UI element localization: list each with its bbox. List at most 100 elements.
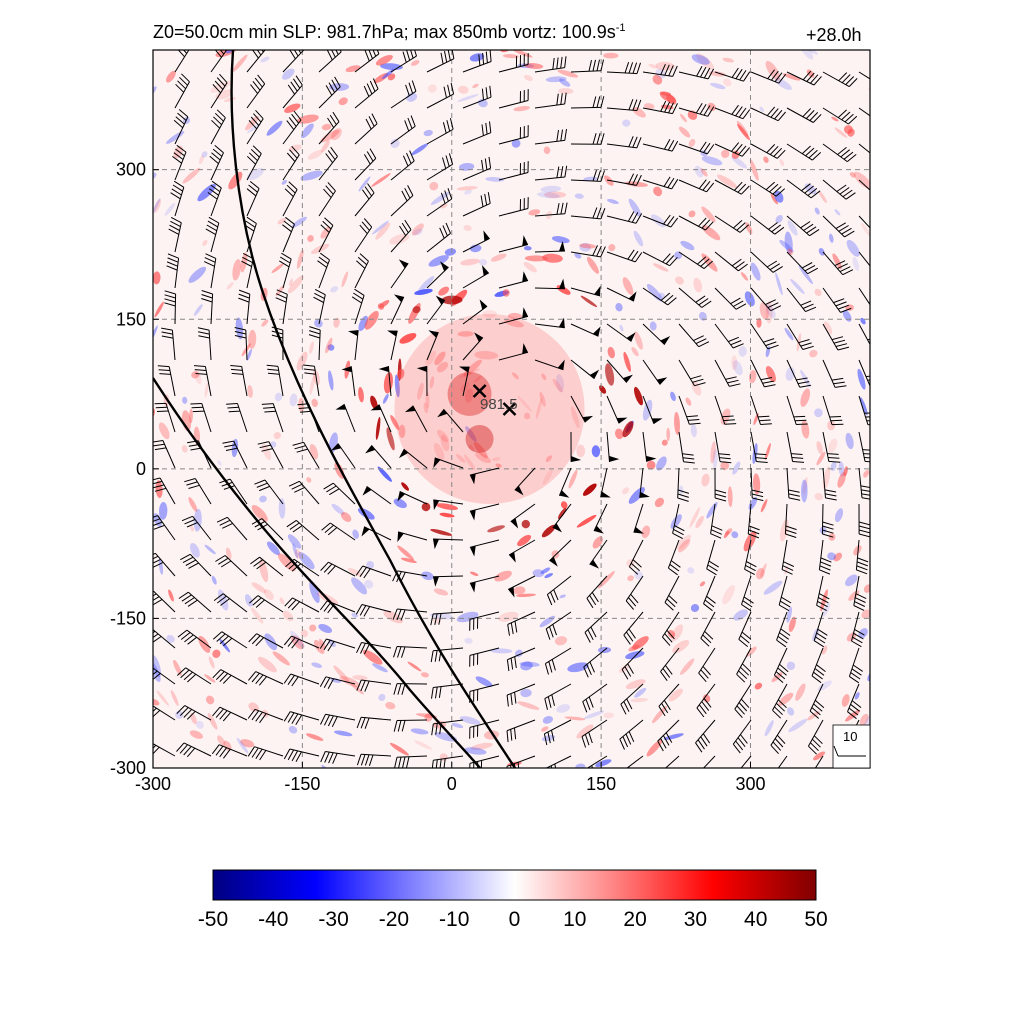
barb-feather: [808, 745, 817, 755]
barb-shaft: [326, 638, 356, 649]
barb-feather: [401, 190, 408, 202]
barb-feather: [355, 604, 363, 615]
wind-barb: [786, 70, 822, 86]
barb-feather: [439, 227, 445, 239]
wind-barb: [354, 50, 380, 73]
barb-feather: [218, 557, 229, 565]
barb-feather: [170, 216, 182, 224]
barb-feather: [320, 714, 326, 725]
barb-shaft: [354, 158, 377, 181]
vorticity-blob: [615, 302, 623, 312]
wind-barb: [678, 141, 715, 155]
barb-feather: [291, 113, 299, 124]
barb-shaft: [174, 258, 180, 289]
wind-barb: [212, 706, 248, 722]
vorticity-blob: [774, 78, 792, 91]
wind-barb: [288, 480, 320, 505]
wind-barb: [161, 327, 176, 361]
vorticity-blob: [861, 609, 870, 619]
wind-barb: [393, 683, 428, 695]
barb-pennant: [458, 366, 470, 373]
barb-shaft: [606, 251, 636, 263]
barb-shaft: [153, 590, 176, 613]
barb-shaft: [188, 591, 212, 613]
vorticity-blob: [628, 198, 642, 218]
barb-feather: [551, 659, 556, 671]
vorticity-blob: [439, 512, 455, 518]
vorticity-blob: [827, 552, 836, 561]
barb-feather: [632, 136, 638, 148]
vorticity-blob: [631, 346, 639, 357]
barb-feather: [543, 733, 548, 746]
vorticity-blob: [632, 636, 649, 650]
barb-shaft: [534, 176, 565, 181]
barb-shaft: [642, 287, 669, 306]
barb-feather: [813, 735, 823, 745]
barb-feather: [700, 258, 710, 267]
vorticity-blob: [156, 690, 170, 706]
wind-barb: [589, 539, 608, 569]
vorticity-blob: [814, 408, 823, 418]
vorticity-blob: [744, 291, 755, 307]
barb-feather: [669, 256, 678, 267]
barb-feather: [290, 81, 298, 92]
barb-shaft: [620, 683, 644, 705]
wind-barb: [822, 71, 858, 88]
barb-shaft: [534, 67, 565, 73]
barb-feather: [304, 372, 316, 375]
barb-shaft: [508, 539, 536, 556]
barb-feather: [766, 260, 778, 268]
barb-shaft: [259, 556, 284, 577]
wind-barb: [282, 50, 304, 73]
barb-feather: [848, 775, 856, 783]
barb-shaft: [642, 143, 673, 152]
wind-barb: [606, 323, 636, 342]
barb-feather: [756, 461, 768, 463]
barb-feather: [329, 488, 340, 496]
vorticity-blob: [262, 443, 272, 461]
vorticity-blob: [502, 54, 519, 59]
colorbar-label: -40: [258, 908, 288, 931]
barb-shaft: [237, 403, 248, 433]
barb-feather: [838, 72, 848, 82]
barb-feather: [880, 116, 889, 123]
barb-feather: [510, 622, 514, 635]
wind-barb: [355, 604, 392, 617]
vorticity-blob: [204, 544, 216, 555]
wind-barb: [212, 669, 248, 685]
wind-barb: [430, 647, 464, 663]
barb-pennant: [651, 418, 663, 424]
barb-pennant: [571, 455, 582, 462]
vorticity-blob: [656, 456, 667, 471]
x-tick-label: 150: [586, 774, 616, 794]
barb-feather: [669, 563, 680, 572]
vorticity-blob: [668, 688, 683, 702]
barb-shaft: [626, 755, 644, 768]
vorticity-blob: [309, 624, 317, 632]
vorticity-blob: [559, 594, 566, 599]
barb-pennant: [626, 332, 636, 342]
vorticity-blob: [433, 588, 449, 596]
barb-shaft: [354, 123, 378, 145]
wind-barb: [660, 647, 680, 681]
barb-feather: [822, 533, 834, 538]
wind-barb: [678, 179, 715, 193]
barb-feather: [291, 676, 299, 687]
barb-feather: [624, 666, 632, 677]
barb-shaft: [628, 539, 644, 567]
vorticity-blob: [207, 713, 218, 730]
barb-shaft: [822, 431, 830, 462]
wind-barb: [356, 642, 392, 655]
barb-feather: [400, 572, 406, 583]
vorticity-blob: [778, 692, 794, 706]
barb-feather: [776, 639, 787, 648]
barb-shaft: [498, 172, 529, 181]
vorticity-blob: [666, 94, 677, 105]
barb-feather: [219, 73, 228, 84]
barb-feather: [882, 156, 891, 163]
barb-feather: [392, 570, 398, 582]
barb-shaft: [210, 82, 228, 109]
barb-shaft: [570, 179, 602, 182]
barb-feather: [556, 93, 559, 106]
vorticity-blob: [460, 258, 480, 266]
